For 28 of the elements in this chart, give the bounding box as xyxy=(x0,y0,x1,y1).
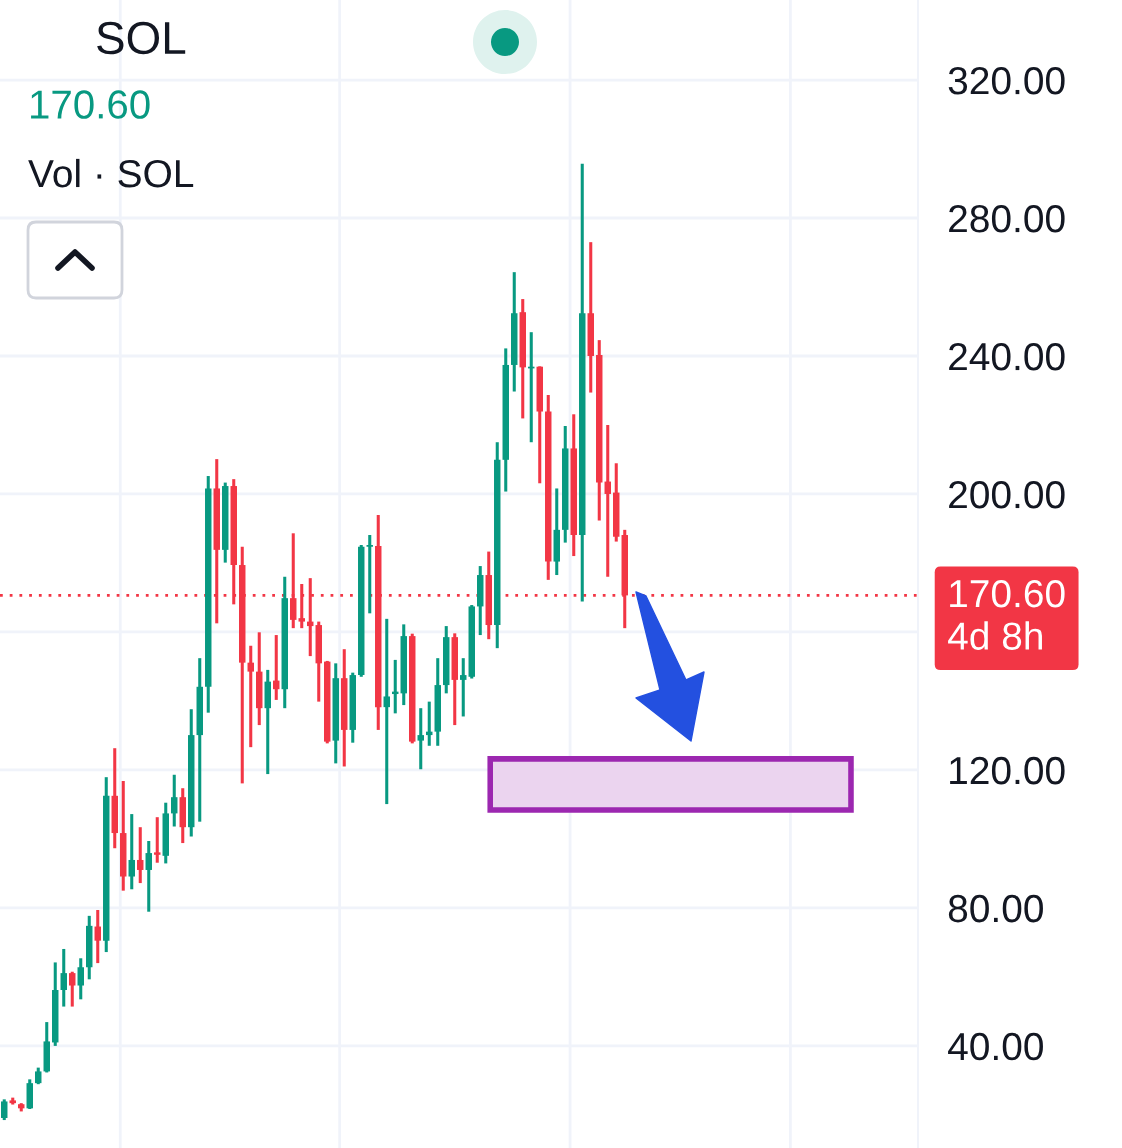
candlestick xyxy=(290,533,297,630)
candlestick xyxy=(604,424,611,577)
y-tick-label: 40.00 xyxy=(948,1032,1043,1061)
candlestick xyxy=(128,814,135,890)
candlestick xyxy=(417,708,424,770)
candlestick xyxy=(460,658,467,717)
annotation: Vol · SOL xyxy=(28,158,194,188)
chart-title: SOL xyxy=(97,21,186,55)
candlestick xyxy=(145,840,152,912)
candlestick xyxy=(366,535,373,614)
candlestick xyxy=(154,817,161,863)
text: 170.60 xyxy=(31,90,150,119)
candlestick xyxy=(137,827,144,885)
y-tick-label: 320.00 xyxy=(948,66,1065,95)
candlestick xyxy=(1,1099,8,1122)
candlestick xyxy=(77,958,84,1000)
candlestick xyxy=(94,909,101,965)
candlestick xyxy=(383,617,390,806)
candlestick xyxy=(171,774,178,827)
y-tick-label: 280.00 xyxy=(949,204,1065,233)
y-tick-label: 240.00 xyxy=(949,342,1065,371)
candlestick xyxy=(60,947,67,1007)
candlestick xyxy=(247,645,254,749)
candlestick xyxy=(69,971,76,1007)
y-tick-label: 120.00 xyxy=(950,756,1065,785)
y-tick-label: 200.00 xyxy=(949,480,1065,509)
ref-line-label: 170.60 4d 8h xyxy=(948,579,1065,650)
y-tick-label: 80.00 xyxy=(948,894,1043,923)
